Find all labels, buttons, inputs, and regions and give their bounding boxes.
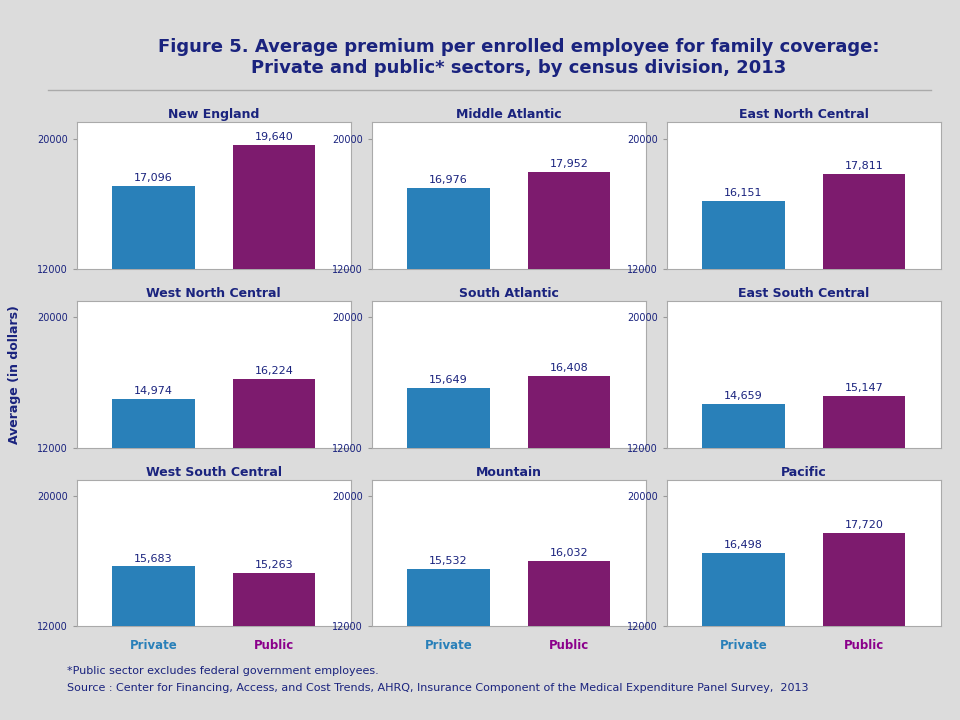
Text: Figure 5. Average premium per enrolled employee for family coverage:: Figure 5. Average premium per enrolled e… (157, 37, 879, 55)
Title: East North Central: East North Central (739, 108, 869, 121)
Text: Source : Center for Financing, Access, and Cost Trends, AHRQ, Insurance Componen: Source : Center for Financing, Access, a… (67, 683, 808, 693)
Text: 17,720: 17,720 (845, 521, 883, 531)
Text: Private: Private (130, 639, 178, 652)
Bar (703, 553, 784, 720)
Title: New England: New England (168, 108, 259, 121)
Title: Middle Atlantic: Middle Atlantic (456, 108, 562, 121)
Text: 14,974: 14,974 (134, 387, 173, 396)
Text: Public: Public (253, 639, 294, 652)
Bar (407, 569, 490, 720)
Text: 16,224: 16,224 (254, 366, 294, 376)
Text: 19,640: 19,640 (254, 132, 294, 142)
Text: *Public sector excludes federal government employees.: *Public sector excludes federal governme… (67, 666, 379, 676)
Text: Public: Public (549, 639, 589, 652)
Title: East South Central: East South Central (738, 287, 870, 300)
Text: 15,147: 15,147 (845, 384, 883, 394)
Bar (823, 397, 905, 643)
Bar (407, 388, 490, 643)
Text: 16,408: 16,408 (550, 363, 588, 373)
Text: 14,659: 14,659 (724, 392, 763, 402)
Text: Private: Private (720, 639, 767, 652)
Text: 16,151: 16,151 (725, 189, 763, 198)
Title: Pacific: Pacific (781, 466, 827, 479)
Bar (823, 174, 905, 464)
Bar (823, 534, 905, 720)
Bar (528, 376, 611, 643)
Text: Public: Public (844, 639, 884, 652)
Text: 17,952: 17,952 (550, 159, 588, 169)
Text: 15,683: 15,683 (134, 554, 173, 564)
Bar (112, 186, 195, 464)
Text: Private and public* sectors, by census division, 2013: Private and public* sectors, by census d… (251, 59, 786, 77)
Title: Mountain: Mountain (476, 466, 541, 479)
Text: 16,976: 16,976 (429, 175, 468, 185)
Bar (233, 145, 315, 464)
Title: West South Central: West South Central (146, 466, 282, 479)
Text: 17,811: 17,811 (845, 161, 883, 171)
Bar (233, 573, 315, 720)
Title: South Atlantic: South Atlantic (459, 287, 559, 300)
Text: 16,498: 16,498 (724, 540, 763, 550)
Text: 17,096: 17,096 (134, 173, 173, 183)
Text: Average (in dollars): Average (in dollars) (8, 305, 21, 444)
Text: 15,649: 15,649 (429, 375, 468, 385)
Text: 15,263: 15,263 (254, 560, 294, 570)
Bar (112, 399, 195, 643)
Bar (703, 405, 784, 643)
Title: West North Central: West North Central (147, 287, 281, 300)
Bar (407, 188, 490, 464)
Text: 16,032: 16,032 (550, 548, 588, 558)
Bar (112, 567, 195, 720)
Bar (703, 202, 784, 464)
Text: 15,532: 15,532 (429, 556, 468, 566)
Bar (233, 379, 315, 643)
Bar (528, 561, 611, 720)
Bar (528, 172, 611, 464)
Text: Private: Private (424, 639, 472, 652)
